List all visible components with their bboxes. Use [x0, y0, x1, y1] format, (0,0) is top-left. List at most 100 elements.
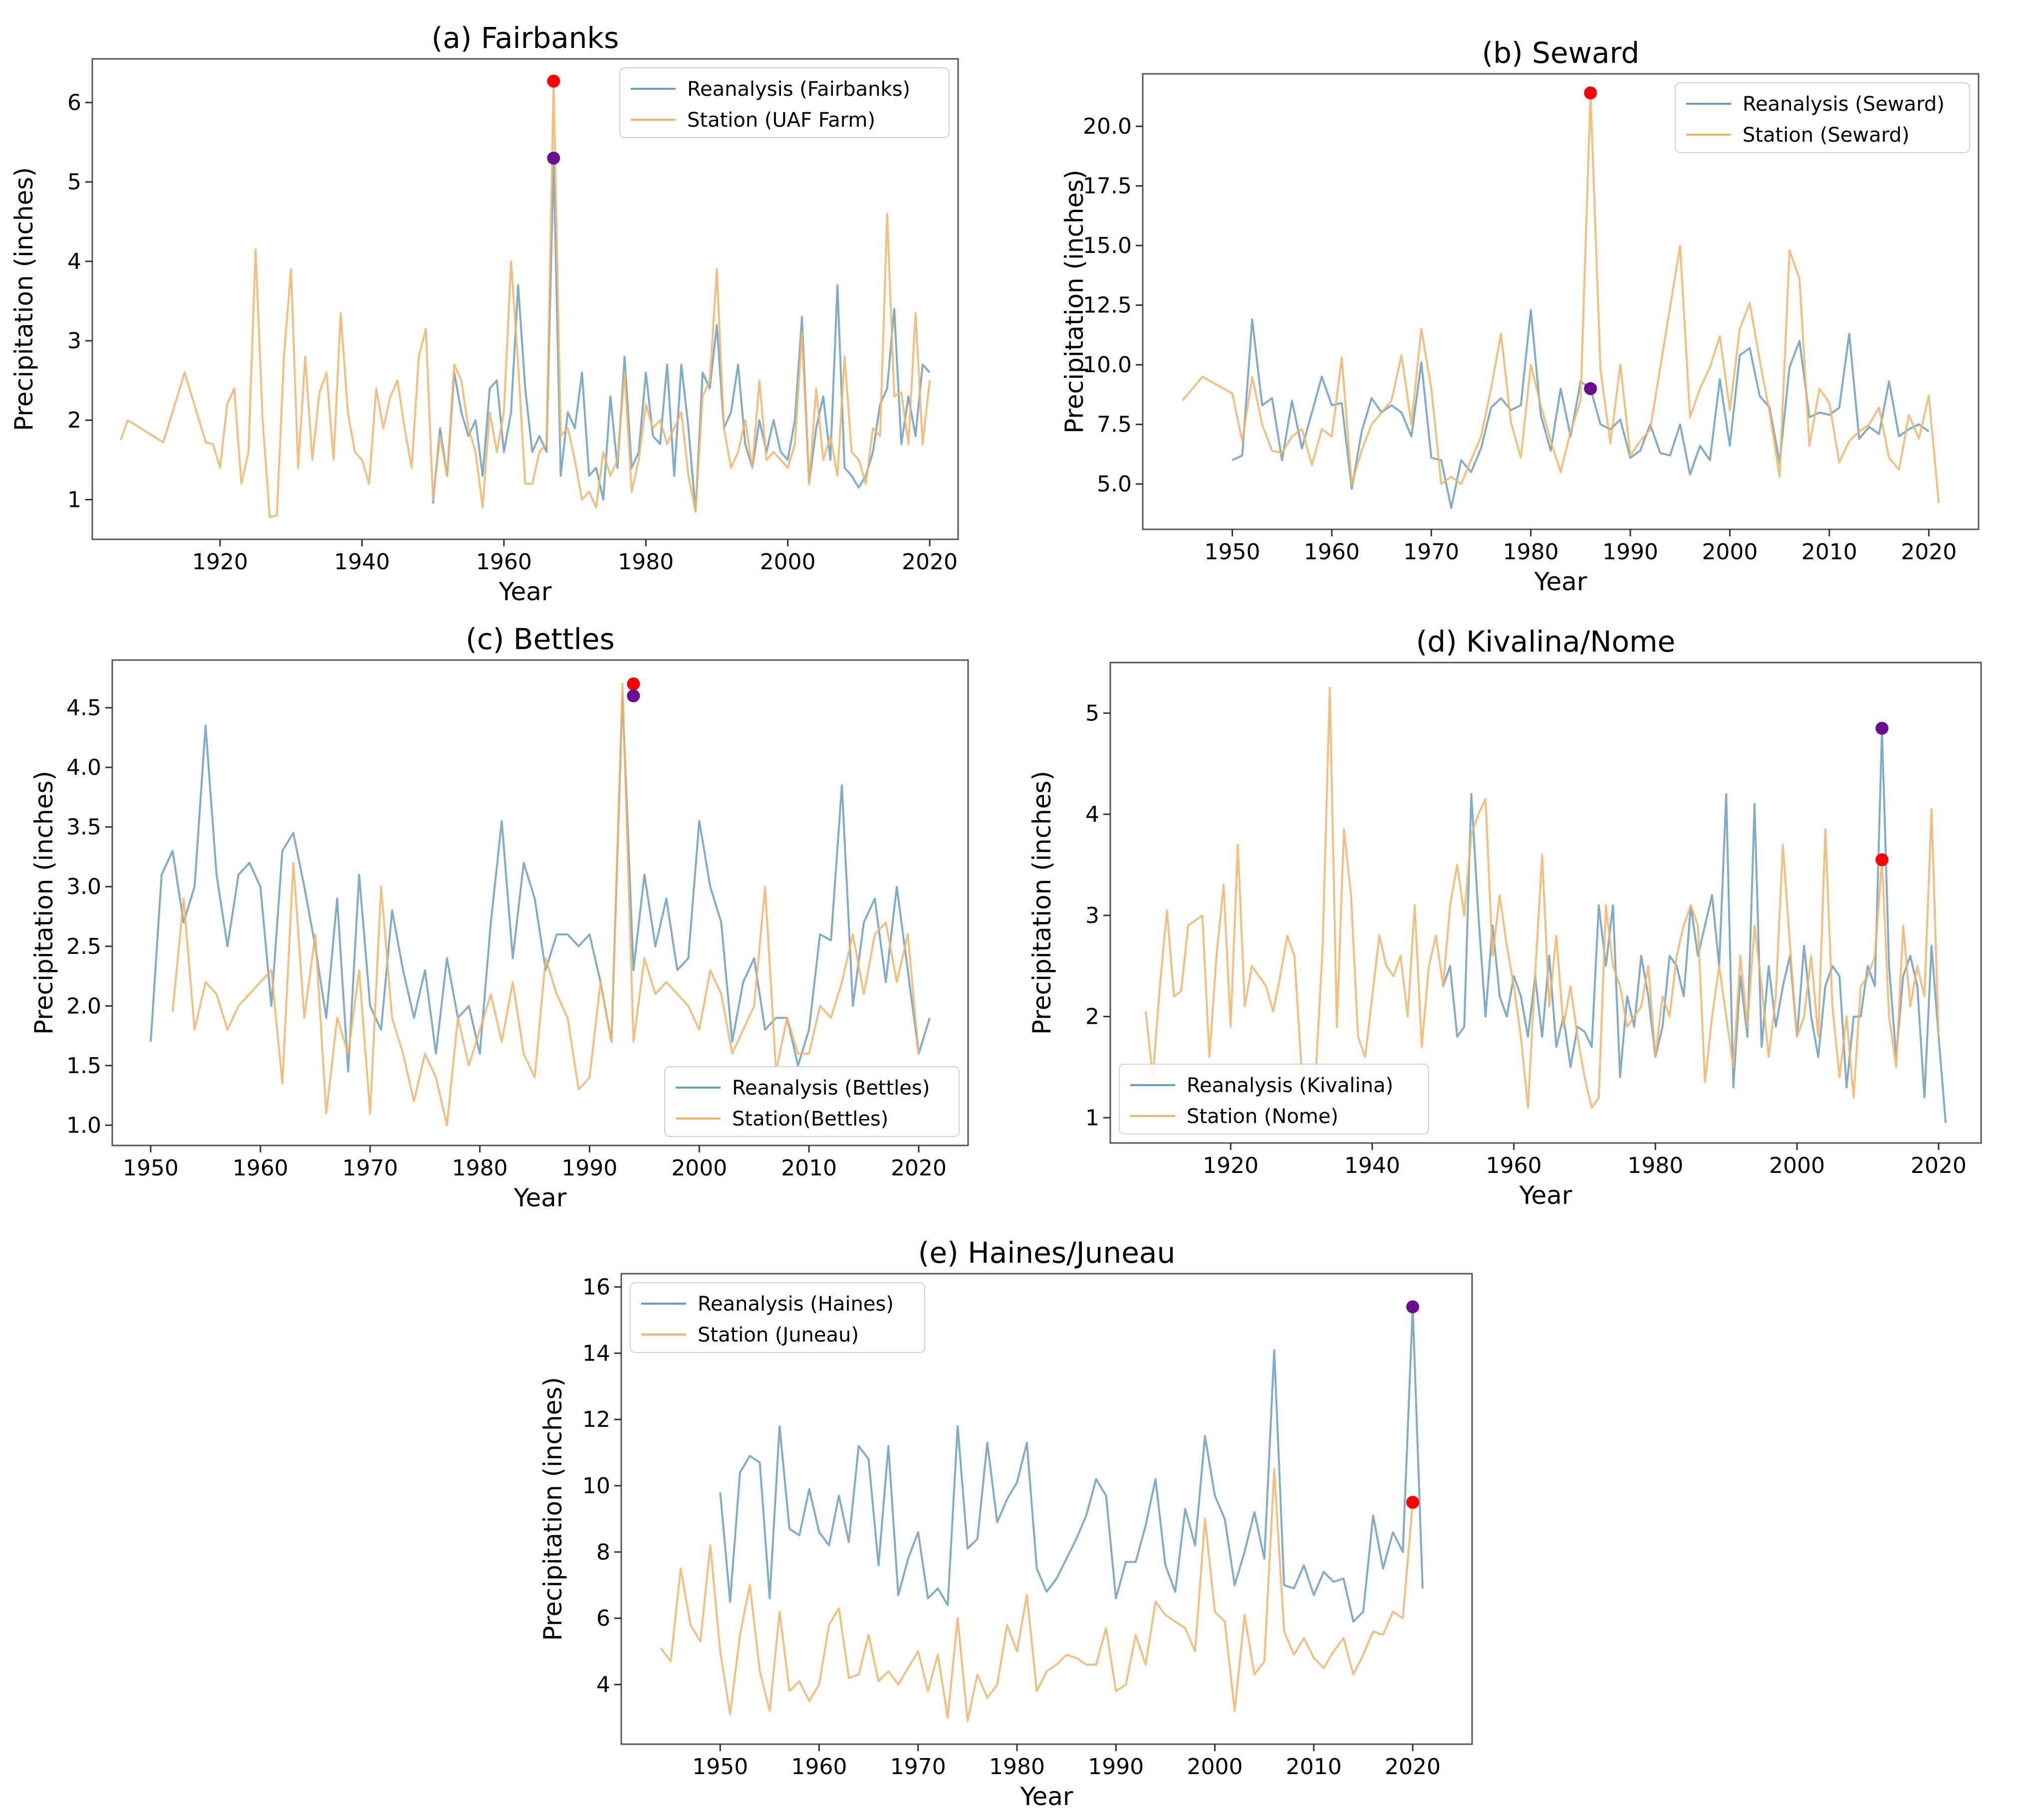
y-tick-label: 5.0 — [1097, 471, 1132, 497]
x-tick-label: 1950 — [1204, 539, 1260, 565]
y-tick-label: 2.0 — [66, 993, 101, 1019]
x-tick-label: 1920 — [1203, 1153, 1259, 1178]
legend: Reanalysis (Kivalina) Station (Nome) — [1119, 1064, 1429, 1135]
x-tick-label: 1990 — [561, 1155, 617, 1181]
reanalysis-max-marker — [547, 151, 560, 165]
plot-area — [1109, 662, 1982, 1144]
x-tick-label: 1980 — [1503, 539, 1559, 565]
x-tick-label: 1940 — [334, 549, 390, 575]
station-series-line — [1144, 686, 1940, 1109]
y-tick-label: 4 — [1085, 802, 1099, 827]
plot-area — [1142, 73, 1980, 530]
x-tick-label: 1980 — [618, 549, 674, 575]
x-tick-label: 2020 — [1901, 539, 1957, 565]
reanalysis-series-line — [719, 1306, 1424, 1623]
x-tick-label: 1950 — [123, 1155, 179, 1181]
chart-panel-1: (a) Fairbanks 1920 1940 1960 1980 2000 2020 1 2 3… — [9, 21, 959, 606]
legend-label: Station (Juneau) — [698, 1324, 859, 1347]
y-tick-label: 5 — [1085, 700, 1099, 726]
legend: Reanalysis (Fairbanks) Station (UAF Farm) — [619, 67, 950, 138]
x-tick-label: 1980 — [452, 1155, 508, 1181]
y-tick-label: 14 — [582, 1341, 610, 1366]
chart-title: (e) Haines/Juneau — [918, 1236, 1175, 1270]
x-tick-label: 1960 — [1486, 1153, 1542, 1178]
x-tick-label: 2000 — [1769, 1153, 1825, 1178]
y-tick-label: 3.5 — [66, 815, 101, 840]
x-tick-label: 2000 — [671, 1155, 727, 1181]
legend-label: Reanalysis (Fairbanks) — [687, 78, 910, 101]
station-series-line — [171, 682, 920, 1127]
x-axis-label: Year — [1534, 567, 1587, 596]
legend-box — [1119, 1064, 1429, 1135]
y-tick-label: 16 — [582, 1275, 610, 1300]
x-tick-label: 1960 — [476, 549, 532, 575]
chart-panel-5: (e) Haines/Juneau 1950 1960 1970 1980 1990 200… — [538, 1236, 1473, 1811]
legend-box — [619, 67, 950, 138]
y-tick-label: 2 — [1085, 1004, 1099, 1030]
x-axis-label: Year — [1519, 1181, 1572, 1210]
legend-label: Station (Nome) — [1187, 1105, 1338, 1128]
station-max-marker — [547, 74, 560, 88]
x-tick-label: 2000 — [1187, 1754, 1243, 1780]
x-tick-label: 1960 — [233, 1155, 288, 1181]
y-tick-label: 6 — [596, 1606, 610, 1631]
x-tick-label: 1990 — [1088, 1754, 1144, 1780]
x-tick-label: 1970 — [1403, 539, 1459, 565]
x-axis-label: Year — [1020, 1782, 1073, 1811]
y-tick-label: 15.0 — [1083, 233, 1132, 258]
x-tick-label: 2010 — [781, 1155, 837, 1181]
reanalysis-series-line — [150, 694, 931, 1073]
reanalysis-max-marker — [1406, 1300, 1420, 1314]
y-tick-label: 2 — [67, 408, 81, 433]
x-tick-label: 1990 — [1602, 539, 1658, 565]
y-tick-label: 1 — [1085, 1105, 1099, 1131]
y-tick-label: 6 — [67, 90, 81, 116]
y-tick-label: 5 — [67, 170, 81, 195]
y-tick-label: 1.5 — [66, 1053, 101, 1079]
plot-area — [111, 659, 969, 1146]
legend-box — [630, 1282, 925, 1353]
x-tick-label: 2020 — [891, 1155, 947, 1181]
legend-label: Station (UAF Farm) — [687, 109, 875, 132]
station-series-line — [1182, 92, 1940, 503]
legend-label: Station (Seward) — [1743, 124, 1910, 147]
reanalysis-series-line — [1232, 309, 1930, 509]
plot-area — [620, 1273, 1473, 1745]
legend-label: Station(Bettles) — [732, 1108, 888, 1131]
x-tick-label: 1960 — [1304, 539, 1360, 565]
chart-title: (c) Bettles — [466, 622, 615, 656]
x-tick-label: 2010 — [1286, 1754, 1342, 1780]
y-tick-label: 4 — [596, 1672, 610, 1697]
chart-panel-4: (d) Kivalina/Nome 1920 1940 1960 1980 2000 202… — [1027, 625, 1982, 1210]
x-tick-label: 2020 — [1911, 1153, 1967, 1178]
chart-panel-3: (c) Bettles 1950 1960 1970 1980 1990 2000 2010 2… — [29, 622, 969, 1212]
y-tick-label: 20.0 — [1083, 114, 1132, 139]
y-tick-label: 3.0 — [66, 874, 101, 900]
legend: Reanalysis (Bettles) Station(Bettles) — [664, 1066, 960, 1137]
x-tick-label: 1980 — [989, 1754, 1045, 1780]
y-tick-label: 12 — [582, 1407, 610, 1432]
chart-title: (a) Fairbanks — [432, 21, 619, 55]
y-tick-label: 1 — [67, 487, 81, 512]
x-tick-label: 1970 — [342, 1155, 398, 1181]
station-max-marker — [1406, 1496, 1420, 1509]
x-tick-label: 1970 — [890, 1754, 946, 1780]
x-tick-label: 1920 — [192, 549, 248, 575]
station-max-marker — [1584, 86, 1597, 100]
y-tick-label: 3 — [1085, 903, 1099, 928]
station-series-line — [660, 1468, 1414, 1722]
chart-title: (d) Kivalina/Nome — [1416, 625, 1676, 659]
y-tick-label: 10.0 — [1083, 352, 1132, 378]
reanalysis-max-marker — [1875, 721, 1889, 735]
y-tick-label: 17.5 — [1083, 174, 1132, 199]
legend-label: Reanalysis (Seward) — [1743, 93, 1945, 116]
station-series-line — [120, 80, 931, 518]
reanalysis-series-line — [1442, 727, 1947, 1123]
y-tick-label: 12.5 — [1083, 293, 1132, 318]
x-tick-label: 1960 — [791, 1754, 847, 1780]
y-tick-label: 2.5 — [66, 934, 101, 959]
station-max-marker — [627, 677, 640, 690]
x-tick-label: 1950 — [692, 1754, 748, 1780]
x-axis-label: Year — [513, 1183, 567, 1212]
